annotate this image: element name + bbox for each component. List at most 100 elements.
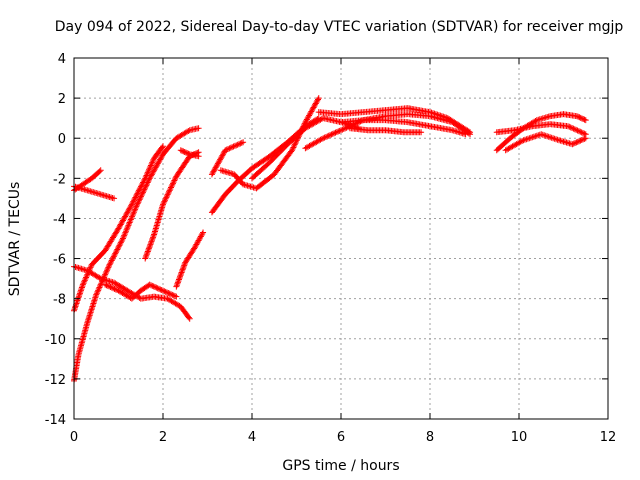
- data-point: [320, 135, 327, 142]
- series-arc-d: [71, 125, 202, 384]
- data-point: [554, 136, 561, 143]
- y-tick-label: -12: [45, 373, 66, 388]
- data-point: [194, 238, 201, 245]
- data-point: [566, 123, 573, 130]
- data-point: [153, 284, 160, 291]
- data-point: [135, 197, 142, 204]
- data-point: [581, 116, 588, 123]
- data-point: [114, 287, 121, 294]
- data-point: [79, 281, 86, 288]
- data-point: [133, 202, 140, 209]
- series-arc-h: [173, 229, 207, 290]
- data-point: [438, 113, 445, 120]
- data-point: [197, 233, 204, 240]
- data-point: [146, 281, 153, 288]
- data-point: [432, 111, 439, 118]
- data-point: [576, 138, 583, 145]
- data-point: [146, 175, 153, 182]
- data-point: [157, 156, 164, 163]
- data-point: [173, 283, 180, 290]
- data-point: [580, 136, 587, 143]
- data-point: [237, 140, 244, 147]
- series-arc-o: [315, 105, 474, 136]
- data-point: [119, 217, 126, 224]
- x-tick-label: 12: [600, 430, 617, 445]
- data-point: [435, 112, 442, 119]
- data-point: [127, 217, 134, 224]
- data-point: [97, 167, 104, 174]
- data-point: [145, 178, 152, 185]
- data-point: [103, 268, 110, 275]
- data-point: [125, 208, 132, 215]
- data-point: [181, 262, 188, 269]
- data-point: [573, 126, 580, 133]
- data-point: [116, 222, 123, 229]
- data-point: [329, 130, 336, 137]
- data-point: [118, 220, 125, 227]
- data-point: [434, 111, 441, 118]
- data-point: [169, 181, 176, 188]
- series-arc-s: [493, 121, 589, 138]
- data-point: [212, 164, 219, 171]
- data-point: [108, 284, 115, 291]
- data-point: [547, 134, 554, 141]
- data-point: [110, 254, 117, 261]
- data-point: [164, 289, 171, 296]
- data-point: [142, 183, 149, 190]
- data-point: [112, 286, 119, 293]
- data-point: [140, 187, 147, 194]
- data-point: [119, 235, 126, 242]
- data-point: [137, 194, 144, 201]
- data-point: [159, 144, 166, 151]
- data-point: [521, 136, 528, 143]
- data-point: [132, 204, 139, 211]
- data-point: [171, 177, 178, 184]
- data-point: [569, 125, 576, 132]
- data-point: [325, 132, 332, 139]
- data-point: [116, 224, 123, 231]
- data-point: [185, 128, 192, 135]
- data-point: [533, 132, 540, 139]
- data-point: [153, 163, 160, 170]
- data-point: [147, 282, 154, 289]
- data-point: [548, 134, 555, 141]
- data-point: [290, 144, 297, 151]
- data-point: [309, 107, 316, 114]
- data-point: [336, 127, 343, 134]
- data-point: [122, 212, 129, 219]
- data-point: [150, 234, 157, 241]
- data-point: [133, 203, 140, 210]
- data-point: [160, 143, 166, 150]
- data-point: [553, 136, 560, 143]
- data-point: [143, 180, 150, 187]
- data-point: [429, 110, 436, 117]
- data-point: [164, 191, 171, 198]
- data-point: [122, 213, 129, 220]
- data-point: [581, 135, 588, 142]
- data-point: [173, 293, 180, 300]
- data-point: [130, 198, 137, 205]
- y-tick-labels: -14 -12 -10 -8 -6 -4 -2 0 2 4: [45, 52, 66, 428]
- data-point: [167, 185, 174, 192]
- data-point: [575, 128, 582, 135]
- series-arc-q: [346, 125, 425, 136]
- data-point: [115, 245, 122, 252]
- data-point: [131, 207, 138, 214]
- series-arc-r: [493, 111, 589, 154]
- data-point: [146, 244, 153, 251]
- data-point: [121, 214, 128, 221]
- data-point: [577, 137, 584, 144]
- data-point: [304, 115, 311, 122]
- data-point: [137, 193, 144, 200]
- data-point: [166, 290, 173, 297]
- data-point: [230, 143, 237, 150]
- data-point: [577, 128, 584, 135]
- data-point: [220, 149, 227, 156]
- data-point: [193, 241, 200, 248]
- data-point: [312, 101, 319, 108]
- data-point: [125, 222, 132, 229]
- data-point: [185, 150, 192, 157]
- data-point: [102, 281, 109, 288]
- data-point: [148, 161, 155, 168]
- data-point: [333, 129, 340, 136]
